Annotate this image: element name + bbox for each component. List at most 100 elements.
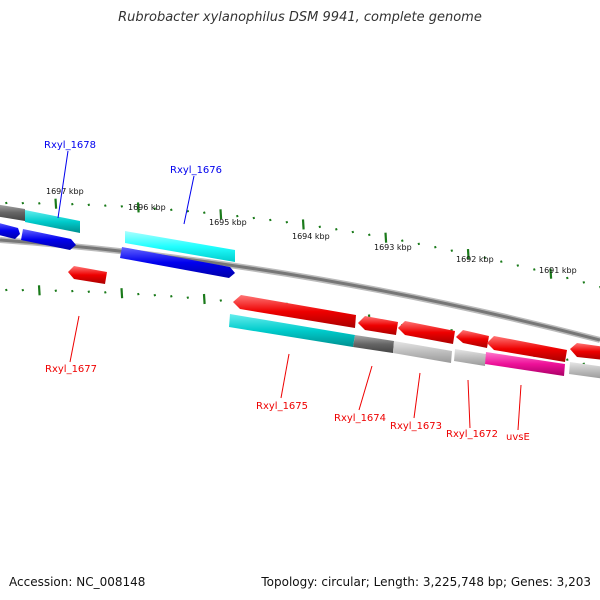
gene-label-uvse[interactable]: uvsE — [506, 432, 530, 443]
genome-backbone-core — [0, 238, 600, 342]
kbp-label: 1696 kbp — [128, 203, 166, 212]
leader-line — [57, 150, 69, 219]
minor-tick — [516, 264, 520, 267]
gene-label-rxyl-1674[interactable]: Rxyl_1674 — [334, 413, 386, 424]
minor-tick — [417, 242, 421, 246]
kbp-label: 1695 kbp — [209, 218, 247, 227]
major-tick — [384, 232, 388, 243]
gene-rxyl-1678-arrow — [0, 223, 20, 239]
gene-uvse-arrow — [487, 336, 567, 362]
minor-tick — [104, 291, 107, 294]
gene-rxyl-1672-arrow — [456, 330, 489, 348]
gene-feature-cyan-lower — [229, 314, 355, 347]
label-leaders — [57, 150, 522, 431]
gene-feature-cyan-light — [125, 231, 235, 262]
minor-tick — [252, 216, 256, 220]
minor-tick — [137, 292, 140, 296]
minor-tick — [450, 249, 454, 252]
minor-tick — [21, 288, 25, 292]
minor-tick — [219, 299, 223, 302]
major-tick — [54, 198, 58, 209]
leader-line — [69, 315, 80, 363]
minor-tick — [153, 293, 157, 297]
major-tick — [466, 249, 470, 260]
reverse-track-outer — [229, 314, 600, 379]
gene-label-rxyl-1672[interactable]: Rxyl_1672 — [446, 429, 498, 440]
minor-tick — [21, 201, 25, 205]
gene-rxyl-1677-arrow — [68, 266, 107, 284]
kbp-labels: 1697 kbp 1696 kbp 1695 kbp 1694 kbp 1693… — [46, 187, 577, 275]
gene-feature-lightgrey-edge — [569, 362, 600, 379]
major-tick — [219, 209, 223, 220]
minor-tick — [351, 230, 355, 234]
leader-line — [517, 384, 522, 431]
minor-tick — [87, 203, 91, 207]
kbp-label: 1697 kbp — [46, 187, 84, 196]
leader-line — [467, 379, 471, 429]
minor-tick — [5, 288, 8, 292]
minor-tick — [71, 289, 74, 293]
gene-label-rxyl-1677[interactable]: Rxyl_1677 — [45, 364, 97, 375]
leader-line — [280, 353, 290, 399]
genome-backbone — [0, 237, 600, 343]
minor-tick — [120, 205, 124, 208]
gene-feature-blue — [21, 229, 76, 250]
minor-tick — [38, 202, 41, 205]
minor-tick — [285, 220, 289, 224]
minor-tick — [566, 276, 569, 280]
minor-tick — [87, 290, 91, 293]
major-tick — [120, 288, 124, 299]
minor-tick — [203, 211, 206, 214]
forward-track-outer — [0, 204, 235, 262]
minor-tick — [368, 233, 371, 237]
gene-label-rxyl-1675[interactable]: Rxyl_1675 — [256, 401, 308, 412]
gene-feature-grey-lower — [353, 335, 394, 353]
minor-tick — [566, 358, 569, 361]
minor-tick — [104, 204, 107, 207]
gene-feature-red-edge — [570, 343, 600, 360]
minor-tick — [483, 256, 487, 260]
genome-title: Rubrobacter xylanophilus DSM 9941, compl… — [118, 10, 482, 25]
minor-tick — [318, 225, 322, 229]
minor-tick — [582, 281, 586, 284]
kbp-label: 1694 kbp — [292, 232, 330, 241]
major-tick — [37, 285, 41, 296]
minor-tick — [434, 245, 437, 249]
leader-line — [183, 175, 195, 225]
major-tick — [549, 268, 553, 279]
leader-line — [413, 372, 421, 419]
major-tick — [202, 293, 206, 305]
reverse-track-inner — [68, 266, 600, 362]
gene-feature-lightgrey-lower-2 — [454, 349, 486, 366]
gene-feature-lightgrey-lower — [393, 341, 452, 363]
minor-tick — [401, 239, 404, 242]
minor-tick — [54, 289, 58, 292]
kbp-label: 1693 kbp — [374, 243, 412, 252]
minor-tick — [500, 260, 503, 263]
minor-tick — [5, 201, 8, 205]
gene-feature-pink — [485, 352, 565, 376]
minor-tick — [186, 296, 190, 299]
gene-labels: Rxyl_1678 Rxyl_1676 Rxyl_1677 Rxyl_1675 … — [44, 140, 530, 443]
gene-feature-cyan — [25, 210, 80, 233]
minor-tick — [71, 202, 74, 206]
forward-track-inner — [0, 223, 235, 278]
kbp-label: 1692 kbp — [456, 255, 494, 264]
gene-feature-grey — [0, 204, 25, 221]
gene-label-rxyl-1676[interactable]: Rxyl_1676 — [170, 165, 222, 176]
kbp-label: 1691 kbp — [539, 266, 577, 275]
tick-ring-outer — [5, 198, 600, 289]
gene-label-rxyl-1678[interactable]: Rxyl_1678 — [44, 140, 96, 151]
major-tick — [301, 219, 305, 230]
major-tick — [136, 202, 140, 213]
genome-summary-text: Topology: circular; Length: 3,225,748 bp… — [261, 575, 591, 589]
minor-tick — [335, 228, 338, 231]
minor-tick — [533, 268, 536, 271]
minor-tick — [186, 209, 190, 213]
minor-tick — [236, 214, 239, 218]
minor-tick — [153, 207, 157, 210]
gene-label-rxyl-1673[interactable]: Rxyl_1673 — [390, 421, 442, 432]
minor-tick — [269, 218, 272, 222]
minor-tick — [170, 208, 173, 212]
